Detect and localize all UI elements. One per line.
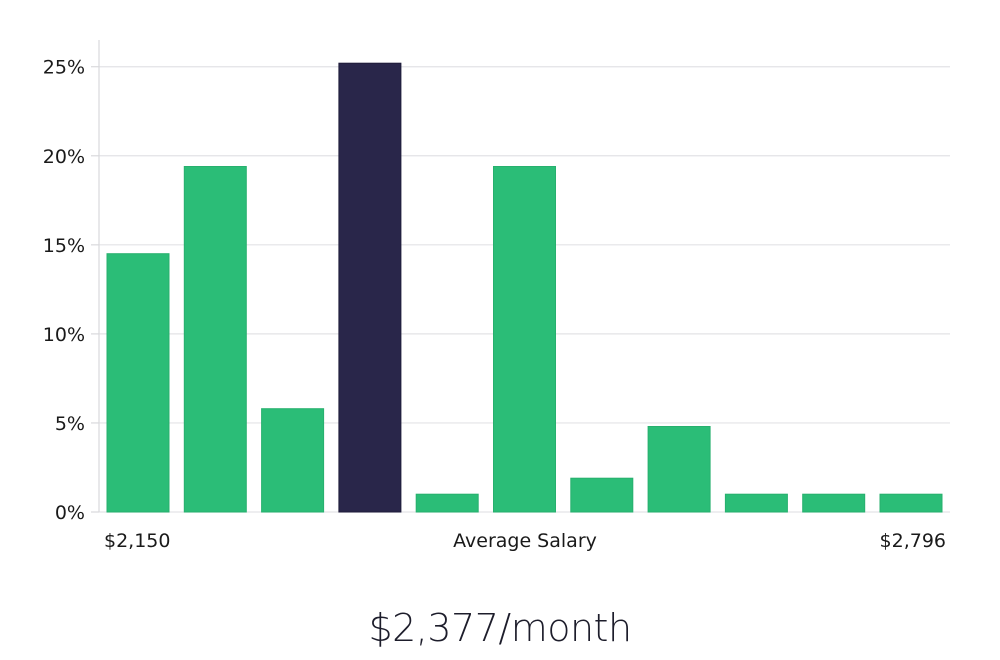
x-max-label: $2,796 [880, 530, 946, 552]
bar [183, 166, 247, 513]
bar [802, 493, 866, 513]
bar [261, 408, 325, 513]
salary-histogram: 0% 5% 10% 15% 20% 25% $2,150 Average Salary $… [43, 40, 950, 552]
average-salary-headline: $2,377/month [368, 606, 632, 650]
bar [647, 426, 711, 513]
y-tick-label: 0% [55, 502, 85, 524]
bar-highlighted [338, 62, 402, 513]
bar [415, 493, 479, 513]
bar [570, 477, 634, 513]
bars [106, 62, 943, 513]
bar [724, 493, 788, 513]
bar [493, 166, 556, 513]
bar [106, 253, 170, 513]
x-min-label: $2,150 [104, 530, 170, 552]
y-tick-label: 25% [43, 57, 85, 79]
x-axis-title: Average Salary [453, 530, 597, 552]
y-tick-label: 5% [55, 413, 85, 435]
y-tick-label: 15% [43, 235, 85, 257]
y-axis-ticks: 0% 5% 10% 15% 20% 25% [43, 57, 99, 524]
bar [879, 493, 943, 513]
y-tick-label: 10% [43, 324, 85, 346]
y-tick-label: 20% [43, 146, 85, 168]
